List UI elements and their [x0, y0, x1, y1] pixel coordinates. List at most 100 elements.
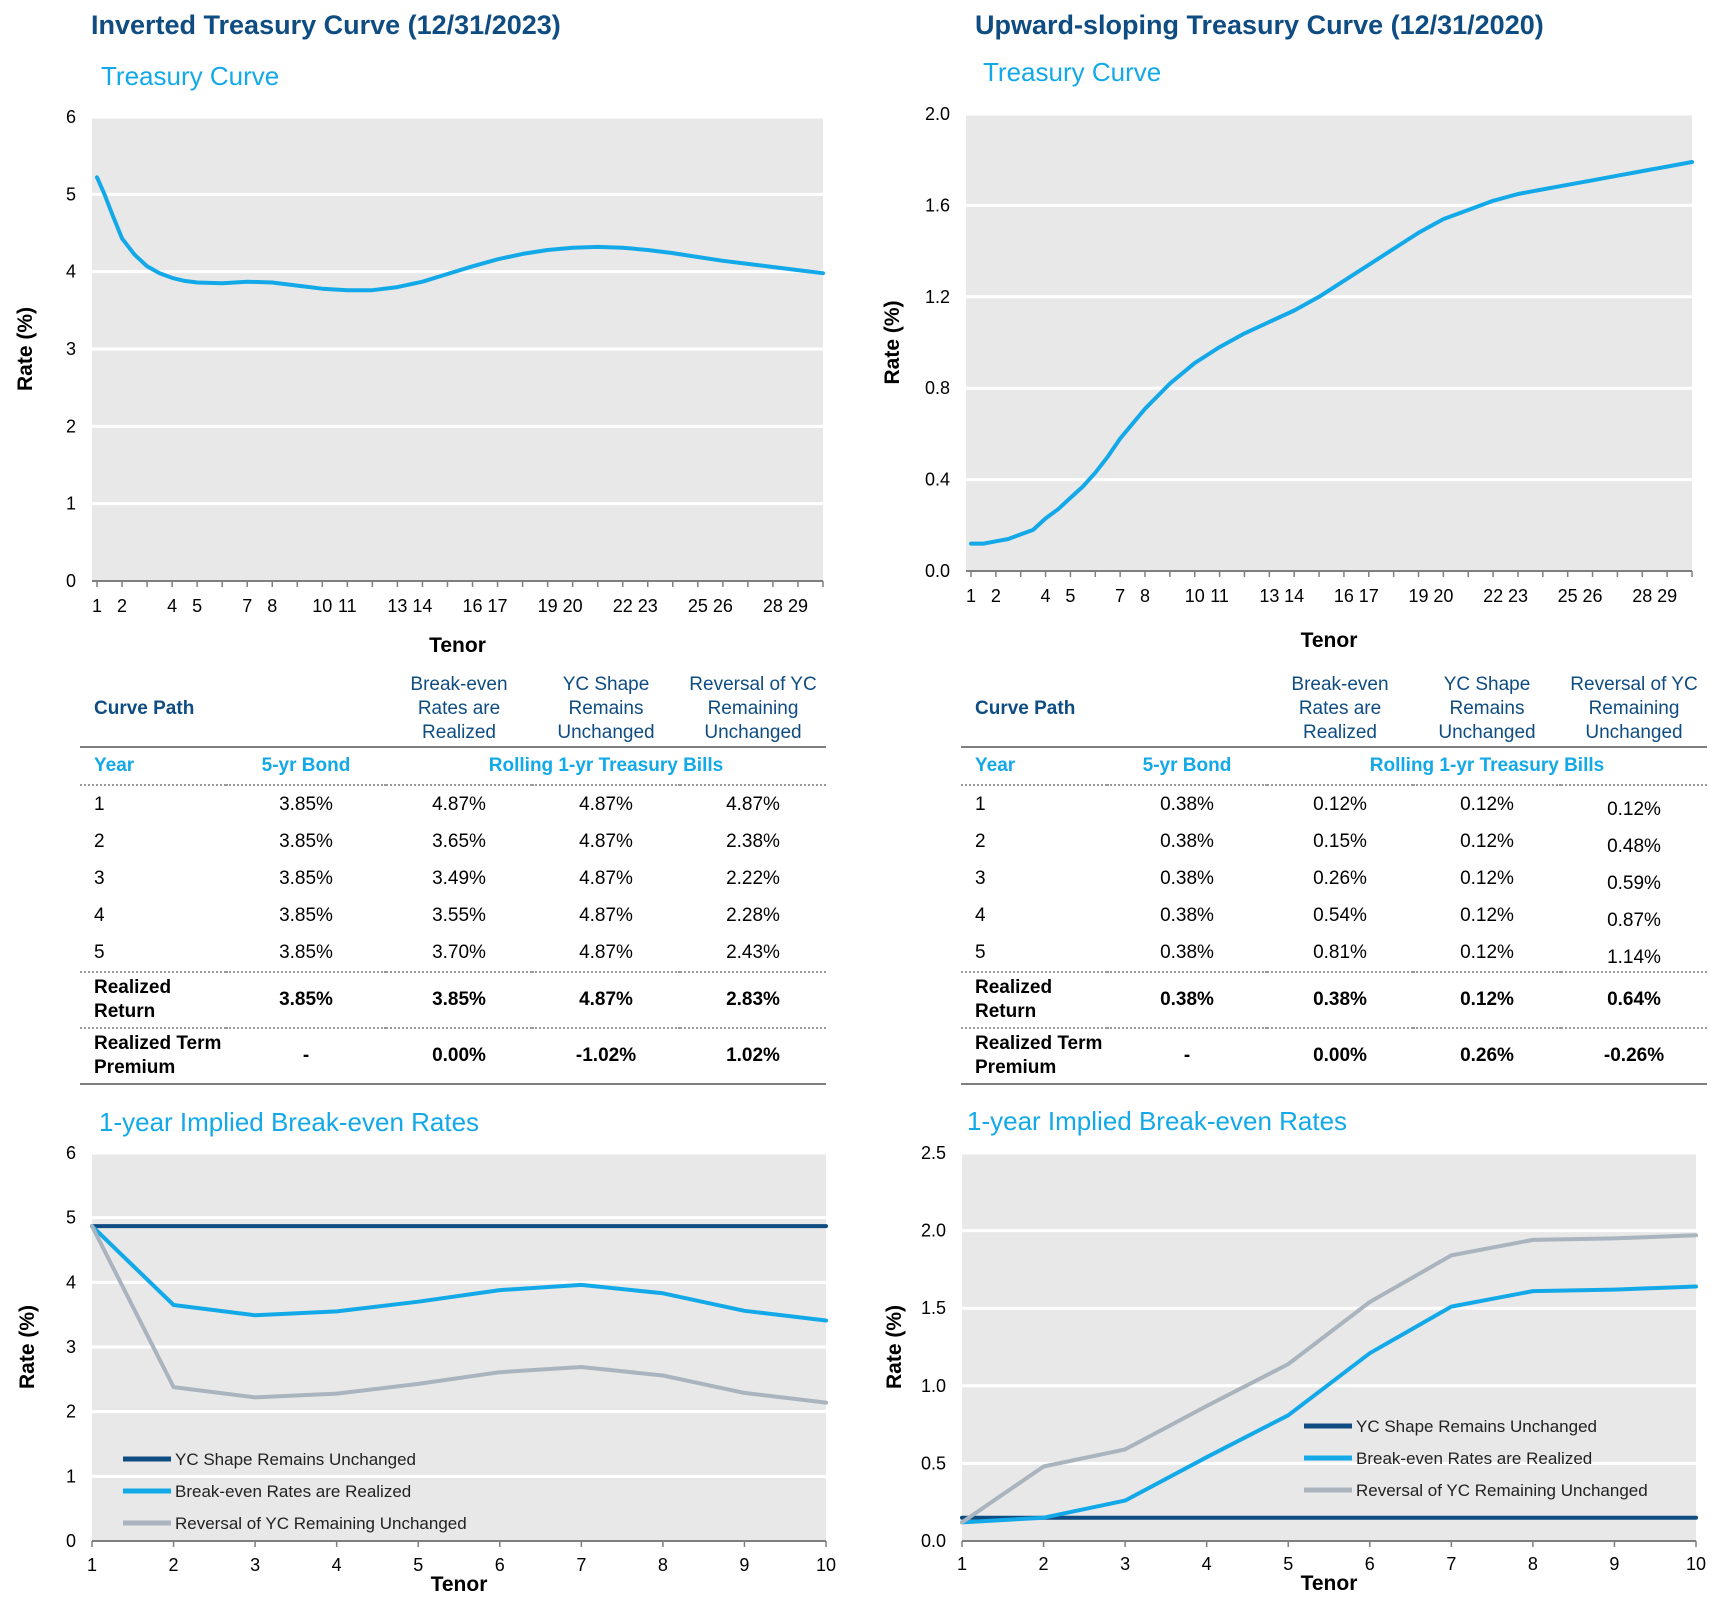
breakeven-cell: 4.87%: [432, 793, 486, 815]
y-tick-label: 1.0: [921, 1376, 946, 1396]
returns-table-2020: Curve Path Break-even Rates are Realized…: [961, 672, 1707, 1085]
empty-header-cell: [226, 672, 386, 747]
breakeven-realized-header: Break-even Rates are Realized: [410, 674, 508, 743]
x-tick-label: 14: [412, 596, 432, 616]
y-tick-label: 3: [66, 339, 76, 359]
x-tick-label: 5: [1283, 1554, 1293, 1574]
x-tick-label: 28: [763, 596, 783, 616]
x-tick-label: 6: [1365, 1554, 1375, 1574]
bond-cell: 0.38%: [1160, 830, 1214, 852]
legend-label: Reversal of YC Remaining Unchanged: [175, 1514, 467, 1533]
y-tick-label: 0.4: [925, 470, 950, 490]
realized-return-reversal: 2.83%: [680, 972, 826, 1029]
x-tick-label: 8: [1528, 1554, 1538, 1574]
x-tick-label: 3: [250, 1555, 260, 1575]
x-axis-title: Tenor: [429, 634, 486, 657]
y-tick-label: 6: [66, 107, 76, 127]
unchanged-cell: 0.12%: [1460, 867, 1514, 889]
term-premium-label: Realized Term Premium: [961, 1028, 1107, 1085]
reversal-value: 0.12%: [1607, 798, 1661, 820]
reversal-cell: 2.38%: [726, 830, 780, 852]
realized-return-label: Realized Return: [80, 972, 226, 1029]
empty-header-cell: [1107, 672, 1267, 747]
x-tick-label: 7: [1115, 586, 1125, 606]
table-header-row: Curve Path Break-even Rates are Realized…: [961, 672, 1707, 747]
x-tick-label: 10: [312, 596, 332, 616]
curve-path-header: Curve Path: [975, 698, 1076, 719]
year-cell: 3: [94, 867, 105, 889]
term-premium-breakeven: 0.00%: [1267, 1028, 1413, 1085]
year-cell: 2: [975, 830, 986, 852]
table-row: 5 0.38% 0.81% 0.12% 1.14%: [961, 934, 1707, 973]
series-line-break-even-rates-are-realized: [90, 1224, 828, 1323]
returns-table-2023: Curve Path Break-even Rates are Realized…: [80, 672, 826, 1085]
table-row: 2 0.38% 0.15% 0.12% 0.48%: [961, 823, 1707, 860]
y-tick-label: 0.5: [921, 1453, 946, 1473]
x-tick-label: 2: [991, 586, 1001, 606]
reversal-cell: 2.43%: [680, 934, 826, 973]
x-tick-label: 2: [117, 596, 127, 616]
x-tick-label: 16: [463, 596, 483, 616]
series-line-break-even-rates-are-realized: [960, 1284, 1698, 1525]
x-tick-label: 19: [538, 596, 558, 616]
bond-cell: 3.85%: [279, 904, 333, 926]
unchanged-cell: 4.87%: [579, 830, 633, 852]
x-tick-label: 8: [658, 1555, 668, 1575]
yc-shape-unchanged-header: YC Shape Remains Unchanged: [557, 674, 655, 743]
legend-label: YC Shape Remains Unchanged: [1356, 1417, 1597, 1436]
curve-path-header: Curve Path: [94, 698, 195, 719]
term-premium-row: Realized Term Premium - 0.00% 0.26% -0.2…: [961, 1028, 1707, 1085]
term-premium-row: Realized Term Premium - 0.00% -1.02% 1.0…: [80, 1028, 826, 1085]
x-tick-label: 5: [1065, 586, 1075, 606]
breakeven-cell: 0.15%: [1313, 830, 1367, 852]
y-tick-label: 0: [66, 1531, 76, 1551]
realized-return-reversal: 0.64%: [1561, 972, 1707, 1029]
x-tick-label: 10: [1185, 586, 1205, 606]
year-cell: 5: [80, 934, 226, 973]
x-tick-label: 2: [1039, 1554, 1049, 1574]
x-tick-label: 2: [169, 1555, 179, 1575]
x-tick-label: 1: [92, 596, 102, 616]
chart-subtitle: 1-year Implied Break-even Rates: [967, 1106, 1347, 1136]
term-premium-unchanged: 0.26%: [1413, 1028, 1561, 1085]
breakeven-cell: 0.81%: [1267, 934, 1413, 973]
x-tick-label: 10: [816, 1555, 836, 1575]
y-tick-label: 1.6: [925, 195, 950, 215]
breakeven-cell: 0.12%: [1313, 793, 1367, 815]
year-cell: 1: [94, 793, 105, 815]
y-axis-title: Rate (%): [16, 1305, 39, 1389]
y-tick-label: 0.0: [921, 1531, 946, 1551]
realized-return-unchanged: 4.87%: [532, 972, 680, 1029]
y-tick-label: 1: [66, 1466, 76, 1486]
reversal-cell: 0.12%: [1561, 785, 1707, 823]
reversal-value: 0.48%: [1607, 835, 1661, 857]
realized-return-label: Realized Return: [961, 972, 1107, 1029]
unchanged-cell: 4.87%: [579, 904, 633, 926]
term-premium-bond: -: [1107, 1028, 1267, 1085]
reversal-cell: 0.87%: [1561, 897, 1707, 934]
x-tick-label: 13: [387, 596, 407, 616]
y-tick-label: 0.0: [925, 561, 950, 581]
unchanged-cell: 4.87%: [532, 934, 680, 973]
treasury-curve-line: [95, 175, 825, 293]
x-tick-label: 7: [1446, 1554, 1456, 1574]
x-tick-label: 8: [267, 596, 277, 616]
bond-cell: 0.38%: [1160, 904, 1214, 926]
reversal-yc-header: Reversal of YC Remaining Unchanged: [1570, 674, 1698, 743]
series-line-reversal-of-yc-remaining-unchanged: [960, 1233, 1698, 1525]
breakeven-cell: 3.70%: [386, 934, 532, 973]
chart-subtitle: 1-year Implied Break-even Rates: [99, 1107, 479, 1137]
x-tick-label: 23: [1508, 586, 1528, 606]
breakeven-cell: 3.49%: [432, 867, 486, 889]
table-row: 5 3.85% 3.70% 4.87% 2.43%: [80, 934, 826, 973]
term-premium-reversal: -0.26%: [1561, 1028, 1707, 1085]
x-tick-label: 26: [713, 596, 733, 616]
reversal-cell: 2.28%: [726, 904, 780, 926]
x-tick-label: 1: [957, 1554, 967, 1574]
legend-label: Reversal of YC Remaining Unchanged: [1356, 1481, 1648, 1500]
realized-return-breakeven: 3.85%: [386, 972, 532, 1029]
term-premium-unchanged: -1.02%: [532, 1028, 680, 1085]
x-tick-label: 26: [1583, 586, 1603, 606]
